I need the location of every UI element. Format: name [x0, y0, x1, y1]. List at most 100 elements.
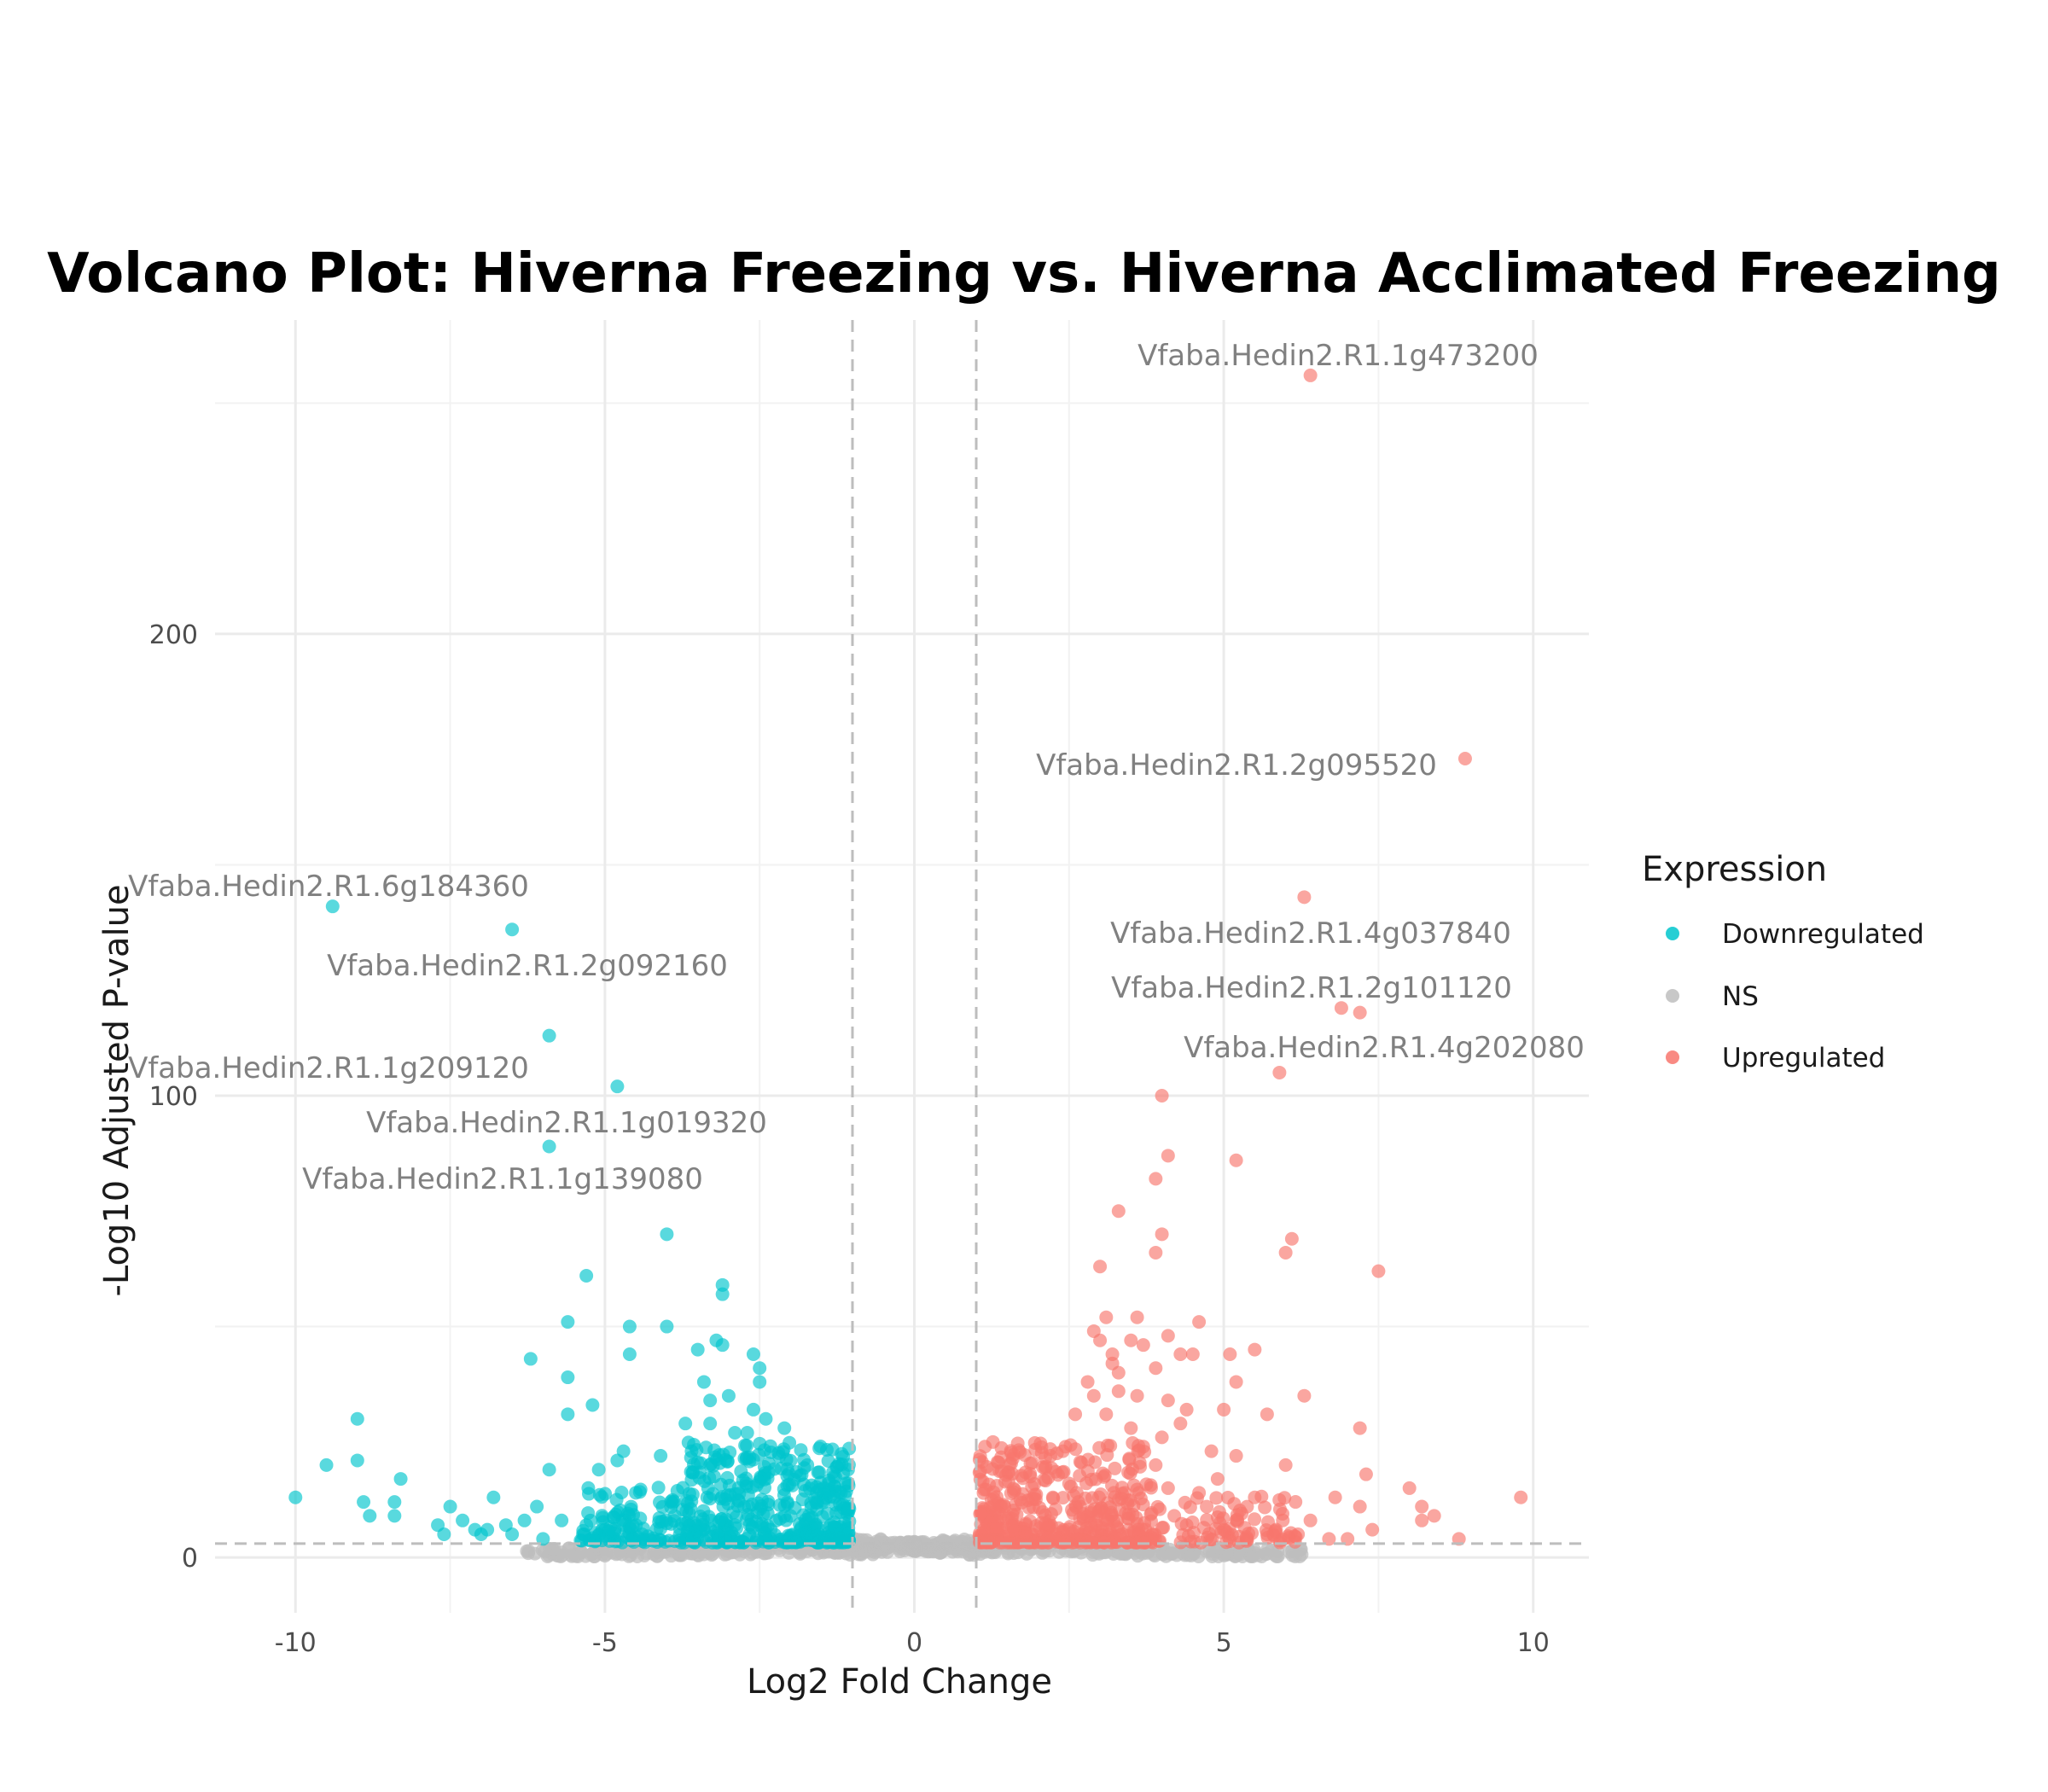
upregulated-point [1415, 1513, 1429, 1527]
upregulated-point [1161, 1481, 1175, 1495]
downregulated-point [738, 1438, 753, 1452]
downregulated-point [744, 1512, 759, 1527]
upregulated-point [1046, 1491, 1061, 1505]
ns-point [1001, 1546, 1015, 1561]
gene-label: Vfaba.Hedin2.R1.2g101120 [1111, 971, 1512, 1005]
upregulated-point [1192, 1315, 1207, 1329]
upregulated-point [1212, 1504, 1226, 1519]
upregulated-point [1126, 1523, 1141, 1538]
gene-label: Vfaba.Hedin2.R1.2g095520 [1036, 748, 1437, 783]
gene-labels: Vfaba.Hedin2.R1.1g473200 Vfaba.Hedin2.R1.… [128, 339, 1585, 1196]
downregulated-point [739, 1479, 753, 1493]
downregulated-point [633, 1511, 648, 1526]
upregulated-point [1079, 1476, 1094, 1491]
x-tick-label: 5 [1216, 1628, 1232, 1658]
downregulated-point [325, 899, 340, 914]
downregulated-point [664, 1494, 678, 1509]
ns-point [1114, 1546, 1128, 1561]
upregulated-point [1240, 1499, 1254, 1514]
gene-label: Vfaba.Hedin2.R1.4g037840 [1110, 916, 1511, 951]
legend: Expression Downregulated NS Upregulated [1642, 850, 1924, 1073]
upregulated-point [1174, 1516, 1189, 1531]
downregulated-point [783, 1435, 797, 1450]
ns-point [1020, 1546, 1034, 1561]
downregulated-point [734, 1464, 748, 1479]
upregulated-point [1099, 1310, 1114, 1324]
downregulated-point [754, 1492, 769, 1507]
downregulated-point [809, 1517, 823, 1532]
upregulated-point [1025, 1456, 1039, 1470]
upregulated-point [1202, 1527, 1217, 1541]
legend-key-upregulated [1666, 1050, 1679, 1064]
ns-point [1191, 1549, 1206, 1563]
downregulated-point [598, 1487, 613, 1501]
ns-point [870, 1534, 884, 1549]
downregulated-point [728, 1487, 742, 1501]
upregulated-point [1086, 1388, 1101, 1403]
upregulated-point [1278, 1245, 1293, 1260]
downregulated-point [542, 1139, 556, 1154]
legend-label-upregulated: Upregulated [1722, 1043, 1885, 1073]
downregulated-point [591, 1463, 606, 1477]
upregulated-point [1097, 1469, 1111, 1484]
upregulated-point [1272, 1492, 1287, 1507]
upregulated-point [1105, 1508, 1120, 1522]
upregulated-point [1359, 1467, 1373, 1481]
downregulated-point [579, 1269, 594, 1283]
upregulated-point [1103, 1439, 1118, 1453]
upregulated-point [1190, 1491, 1204, 1505]
upregulated-point [1153, 1502, 1167, 1516]
upregulated-point [1204, 1444, 1219, 1458]
upregulated-point [1173, 1417, 1188, 1431]
upregulated-point [1063, 1479, 1078, 1493]
upregulated-point [1004, 1444, 1018, 1458]
downregulated-point [561, 1407, 575, 1422]
downregulated-point [821, 1486, 835, 1500]
upregulated-point [1427, 1509, 1441, 1523]
downregulated-point [680, 1496, 695, 1510]
downregulated-point [505, 1527, 520, 1542]
upregulated-point [972, 1465, 986, 1480]
upregulated-point [1248, 1512, 1262, 1527]
upregulated-point [1297, 890, 1312, 905]
upregulated-point [1155, 1089, 1169, 1103]
downregulated-point [700, 1490, 714, 1504]
upregulated-point [1185, 1515, 1200, 1529]
downregulated-point [690, 1342, 705, 1357]
ns-point [1146, 1547, 1161, 1562]
upregulated-point [1093, 1333, 1108, 1347]
downregulated-point [746, 1347, 760, 1361]
upregulated-point [1121, 1465, 1136, 1480]
upregulated-point [1091, 1490, 1106, 1504]
upregulated-point [1149, 1361, 1163, 1376]
downregulated-point [761, 1465, 776, 1480]
x-axis-title: Log2 Fold Change [747, 1662, 1052, 1702]
upregulated-point [1056, 1464, 1071, 1479]
y-axis-title: -Log10 Adjusted P-value [97, 884, 137, 1296]
upregulated-point [1261, 1515, 1276, 1529]
downregulated-point [753, 1361, 767, 1376]
upregulated-point [1145, 1527, 1160, 1542]
downregulated-point [800, 1457, 815, 1472]
upregulated-point [1093, 1260, 1108, 1274]
ns-point [933, 1545, 947, 1560]
chart-title: Volcano Plot: Hiverna Freezing vs. Hiver… [47, 242, 2001, 305]
upregulated-point [1281, 1529, 1295, 1544]
downregulated-point [764, 1445, 778, 1459]
upregulated-point [1178, 1495, 1192, 1510]
legend-item-downregulated: Downregulated [1666, 919, 1924, 950]
ns-point [547, 1542, 561, 1556]
downregulated-point [796, 1477, 811, 1492]
upregulated-point [1058, 1440, 1073, 1454]
downregulated-point [624, 1533, 638, 1548]
upregulated-point [1155, 1521, 1169, 1535]
upregulated-point [1230, 1508, 1244, 1522]
x-tick-label: -10 [275, 1628, 317, 1658]
upregulated-point [1122, 1452, 1137, 1467]
downregulated-point [530, 1499, 544, 1514]
upregulated-point [1229, 1449, 1243, 1463]
downregulated-point [740, 1450, 754, 1464]
legend-item-upregulated: Upregulated [1666, 1043, 1885, 1073]
upregulated-point [1258, 1500, 1272, 1515]
upregulated-point [1034, 1516, 1049, 1530]
